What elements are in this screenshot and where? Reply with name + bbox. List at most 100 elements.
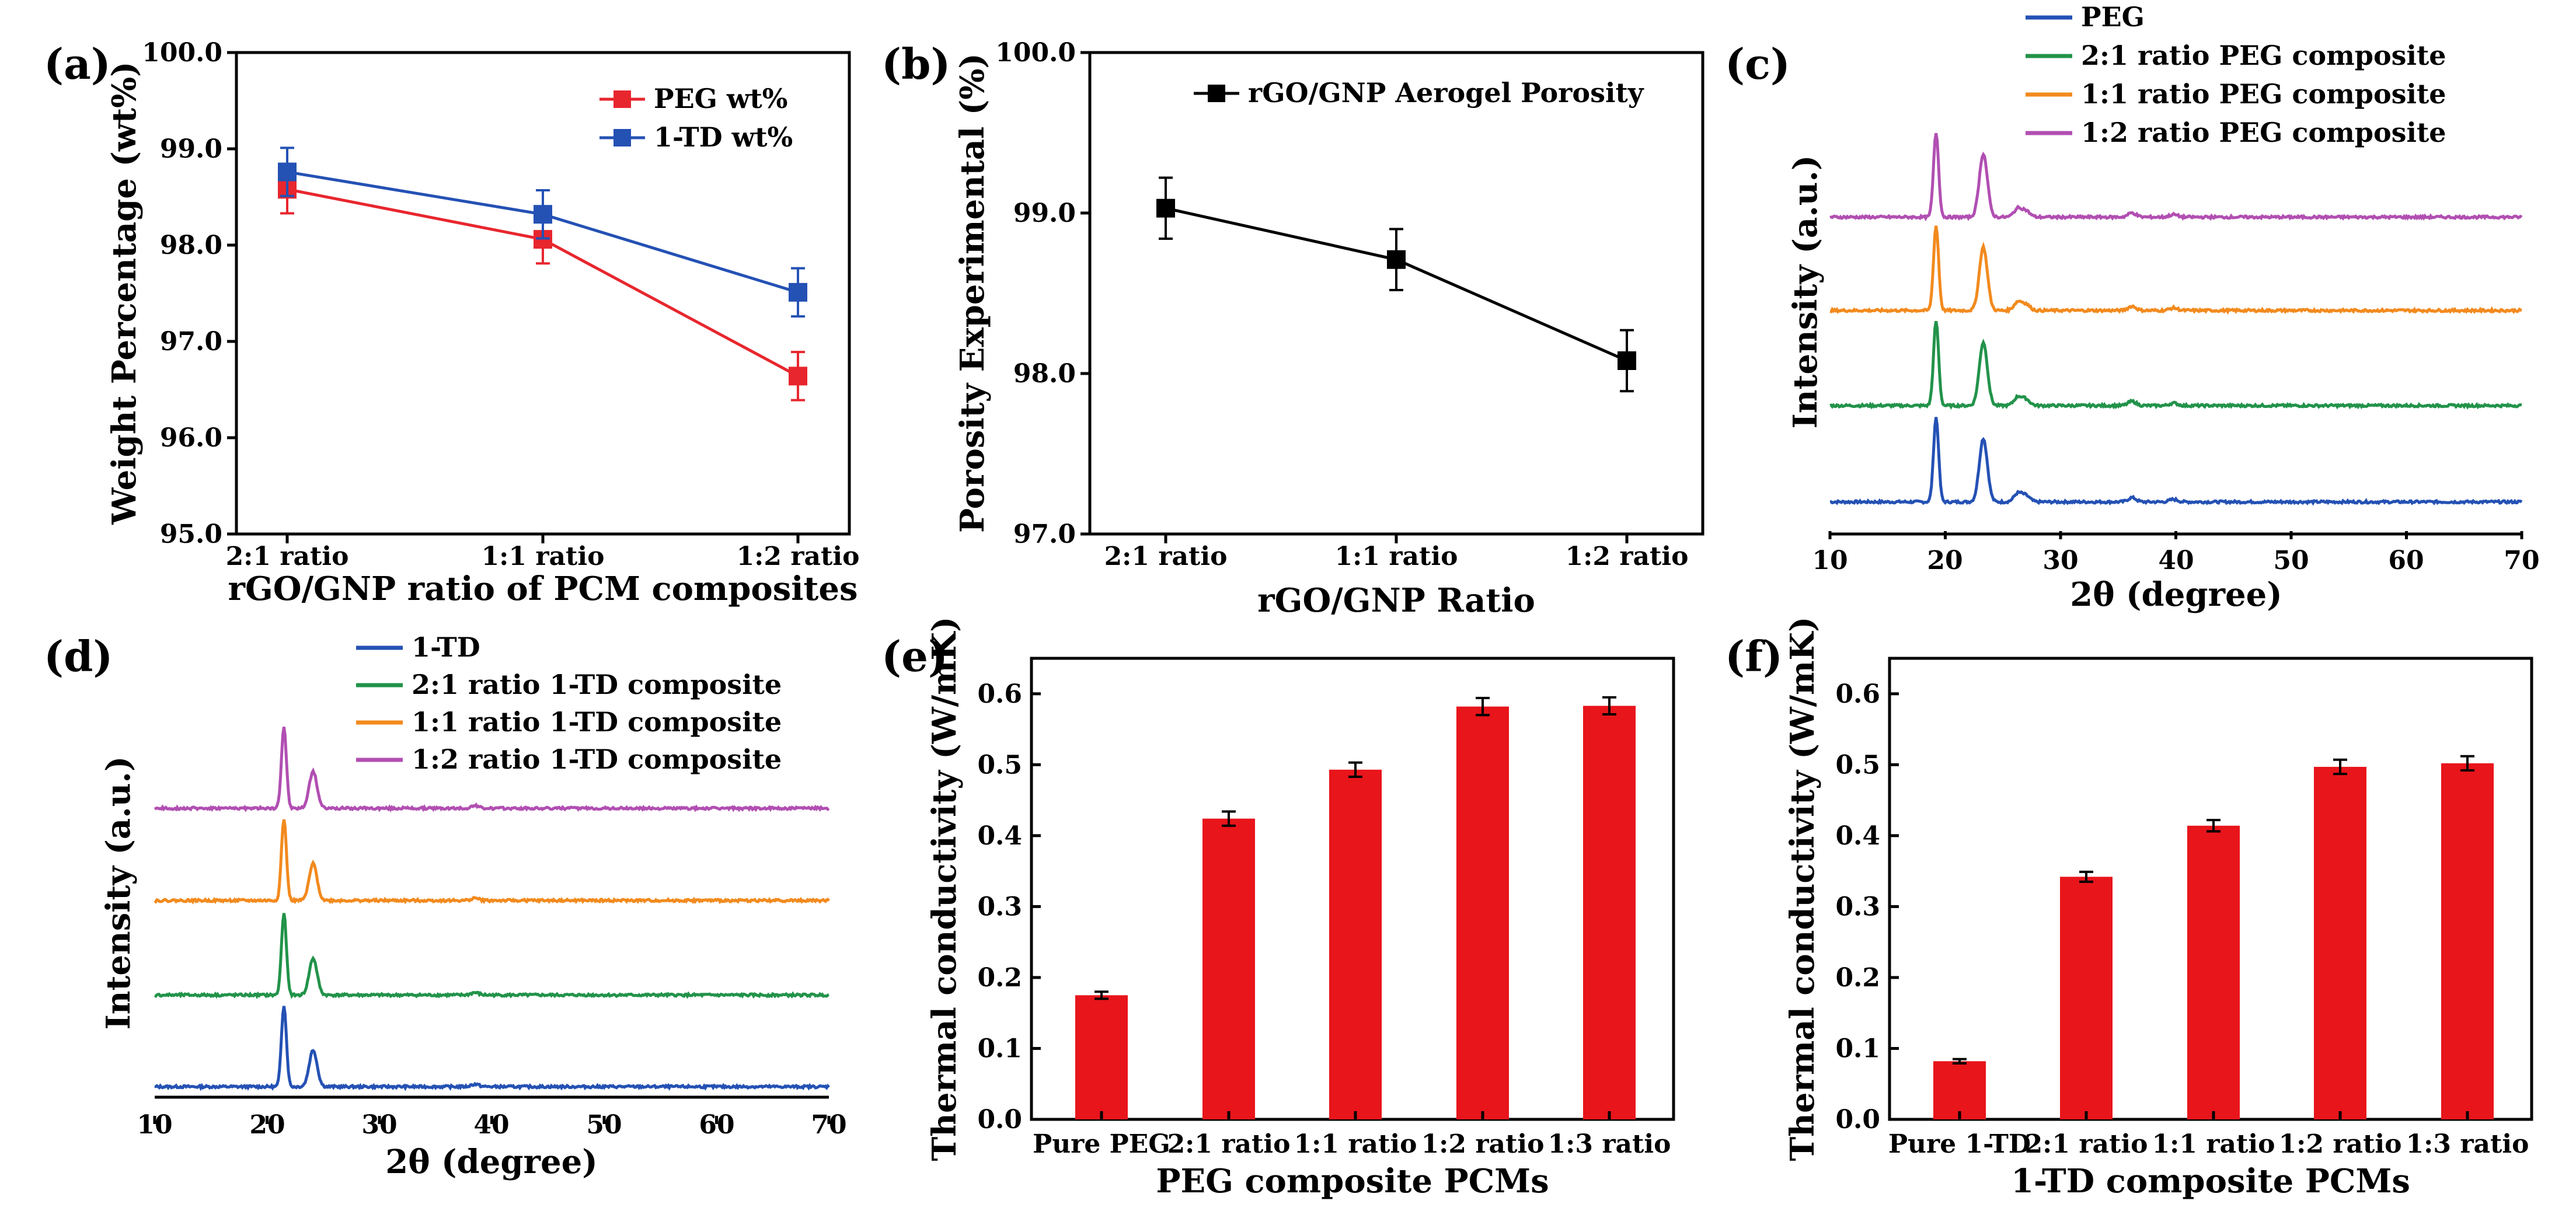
panel-d-xtick-6: 70	[811, 1110, 846, 1140]
panel-b-tag: (b)	[881, 39, 950, 89]
panel-d: (d) 10 20 30 40 50 60 70 2θ (degree) Int…	[44, 631, 847, 1181]
panel-c-xtick-0: 10	[1812, 546, 1848, 575]
panel-e-ytick-0: 0.0	[977, 1105, 1022, 1135]
panel-a-xtick-1: 1:1 ratio	[482, 542, 605, 571]
panel-b-ytick-0: 97.0	[1013, 519, 1076, 549]
panel-e-ytick-3: 0.3	[977, 892, 1022, 922]
panel-a-xtick-0: 2:1 ratio	[226, 542, 349, 571]
panel-e-bar-3	[1456, 706, 1509, 1119]
panel-a-ytick-2: 97.0	[160, 327, 222, 357]
panel-b-legend-label-0: rGO/GNP Aerogel Porosity	[1248, 77, 1644, 109]
panel-d-ylabel: Intensity (a.u.)	[99, 756, 138, 1030]
panel-f-ytick-5: 0.5	[1835, 750, 1880, 780]
panel-a-point-0-2	[789, 367, 807, 386]
panel-d-xtick-5: 60	[699, 1110, 734, 1140]
panel-d-legend-label-3: 1:2 ratio 1-TD composite	[412, 744, 782, 775]
panel-c-xtick-2: 30	[2042, 546, 2078, 575]
panel-d-tag: (d)	[44, 631, 113, 681]
panel-b-point-0-0	[1156, 198, 1175, 218]
panel-b-xtick-1: 1:1 ratio	[1335, 542, 1458, 571]
panel-b-ytick-1: 98.0	[1013, 359, 1076, 389]
panel-a-xtick-2: 1:2 ratio	[737, 542, 860, 571]
panel-f-ytick-6: 0.6	[1835, 679, 1880, 709]
panel-e-ytick-1: 0.1	[977, 1034, 1022, 1063]
panel-b-ytick-2: 99.0	[1013, 198, 1076, 228]
panel-c-legend-label-0: PEG	[2081, 1, 2145, 33]
panel-c-plot-area	[1828, 132, 2523, 539]
panel-f-ytick-4: 0.4	[1835, 821, 1880, 851]
panel-d-legend-label-0: 1-TD	[412, 631, 480, 663]
panel-e-plot-area: 0.0 0.1 0.2 0.3 0.4 0.5 0.6	[977, 679, 1636, 1135]
panel-d-xlabel: 2θ (degree)	[385, 1143, 598, 1181]
panel-a-legend-marker-0	[614, 90, 631, 108]
panel-b-point-0-2	[1618, 351, 1636, 370]
panel-f-ytick-1: 0.1	[1835, 1034, 1880, 1063]
panel-f-xtick-1: 2:1 ratio	[2025, 1129, 2148, 1159]
panel-d-legend: 1-TD 2:1 ratio 1-TD composite 1:1 ratio …	[356, 631, 782, 775]
panel-e-xtick-0: Pure PEG	[1033, 1129, 1170, 1159]
panel-f-xtick-3: 1:2 ratio	[2279, 1129, 2402, 1159]
panel-e-xtick-4: 1:3 ratio	[1548, 1129, 1671, 1159]
panel-e-ylabel: Thermal conductivity (W/mK)	[925, 616, 964, 1161]
panel-e-xtick-2: 1:1 ratio	[1294, 1129, 1417, 1159]
panel-d-xtick-2: 30	[361, 1110, 397, 1140]
panel-e-bar-1	[1202, 818, 1255, 1119]
panel-a-xlabel: rGO/GNP ratio of PCM composites	[228, 570, 857, 608]
panel-b-frame	[1088, 51, 1704, 536]
panel-c-series-line-1	[1829, 320, 2522, 410]
panel-e-bar-2	[1329, 769, 1382, 1119]
panel-a-ytick-3: 98.0	[160, 231, 222, 260]
panel-b-xlabel: rGO/GNP Ratio	[1257, 581, 1535, 620]
panel-d-legend-label-1: 2:1 ratio 1-TD composite	[412, 669, 782, 700]
panel-e-tag: (e)	[881, 631, 948, 681]
panel-b-xtick-0: 2:1 ratio	[1104, 542, 1228, 571]
panel-c-series-line-2	[1829, 225, 2522, 315]
panel-c-xtick-5: 60	[2388, 546, 2424, 575]
panel-a-point-1-1	[534, 205, 552, 224]
panel-a-legend-label-1: 1-TD wt%	[654, 121, 793, 153]
panel-d-series-line-1	[154, 913, 829, 1000]
panel-b-xtick-2: 1:2 ratio	[1566, 542, 1689, 571]
panel-a-plot-area: 95.0 96.0 97.0 98.0 99.0 100.0	[142, 38, 807, 549]
panel-f-ytick-3: 0.3	[1835, 892, 1880, 922]
panel-c-legend-label-3: 1:2 ratio PEG composite	[2081, 117, 2446, 148]
panel-f-bar-0	[1933, 1061, 1986, 1119]
panel-f-tag: (f)	[1725, 631, 1783, 681]
panel-d-xtick-4: 50	[586, 1110, 622, 1140]
panel-b-legend-marker-0	[1208, 85, 1225, 102]
panel-b-ytick-3: 100.0	[995, 38, 1076, 68]
panel-d-xtick-1: 20	[249, 1110, 285, 1140]
panel-e-ytick-4: 0.4	[977, 821, 1022, 851]
panel-f-xlabel: 1-TD composite PCMs	[2011, 1162, 2410, 1200]
panel-f-xtick-2: 1:1 ratio	[2152, 1129, 2275, 1159]
panel-f-ylabel: Thermal conductivity (W/mK)	[1783, 616, 1822, 1161]
panel-d-legend-label-2: 1:1 ratio 1-TD composite	[412, 706, 782, 738]
panel-b-legend: rGO/GNP Aerogel Porosity	[1194, 77, 1644, 109]
panel-a-tag: (a)	[44, 39, 111, 89]
panel-b-ylabel: Porosity Experimental (%)	[953, 53, 992, 533]
panel-b-plot-area: 97.0 98.0 99.0 100.0	[995, 38, 1636, 549]
panel-f-xtick-0: Pure 1-TD	[1888, 1129, 2031, 1159]
panel-b-point-0-1	[1387, 250, 1406, 269]
panel-a-ytick-5: 100.0	[142, 38, 222, 68]
panel-f-bar-1	[2060, 877, 2113, 1119]
panel-e-bar-0	[1075, 995, 1128, 1119]
panel-a-point-1-2	[789, 282, 807, 302]
panel-c-ylabel: Intensity (a.u.)	[1786, 155, 1825, 429]
panel-a-ytick-0: 95.0	[160, 519, 222, 549]
panel-c-series-line-0	[1829, 417, 2523, 506]
panel-f-ytick-0: 0.0	[1835, 1105, 1880, 1135]
panel-e: (e) 0.0 0.1 0.2 0.3 0.4 0.5 0.6 Pure PEG 2:1 r…	[881, 616, 1675, 1200]
panel-f-ytick-2: 0.2	[1835, 963, 1880, 993]
panel-c-xlabel: 2θ (degree)	[2070, 575, 2282, 614]
panel-c-legend: PEG 2:1 ratio PEG composite 1:1 ratio PE…	[2026, 1, 2446, 148]
panel-d-series-line-2	[154, 819, 830, 905]
panel-f: (f) 0.0 0.1 0.2 0.3 0.4 0.5 0.6 Pure 1-TD 2:1 …	[1725, 616, 2533, 1200]
panel-a-legend-marker-1	[614, 129, 631, 146]
panel-c-xtick-1: 20	[1927, 546, 1962, 575]
panel-a-legend-label-0: PEG wt%	[654, 83, 788, 114]
panel-e-xlabel: PEG composite PCMs	[1156, 1162, 1549, 1200]
panel-c-xtick-3: 40	[2158, 546, 2194, 575]
